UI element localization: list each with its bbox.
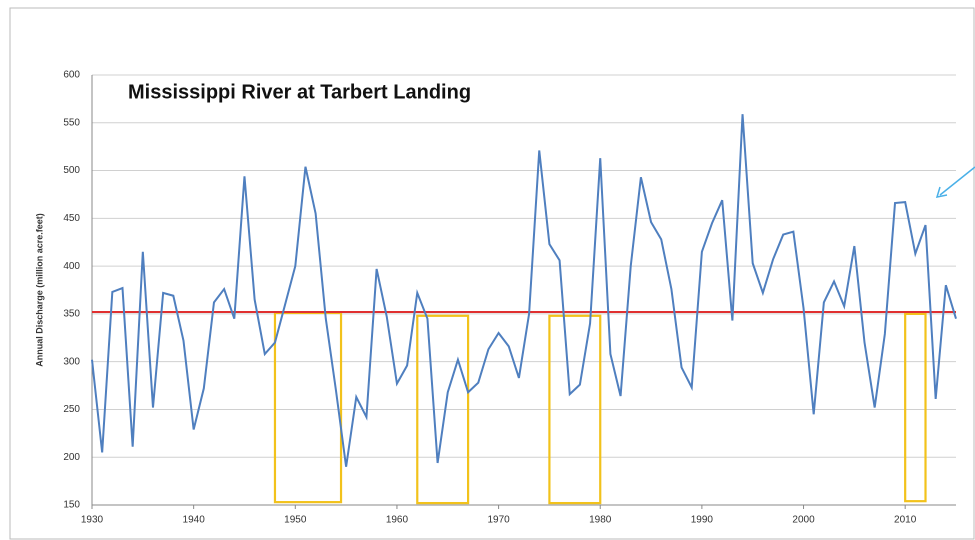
- x-tick-label: 2000: [792, 515, 815, 526]
- x-tick-label: 1990: [691, 515, 714, 526]
- y-tick-label: 300: [63, 356, 80, 367]
- y-tick-label: 200: [63, 452, 80, 463]
- y-tick-label: 150: [63, 500, 80, 511]
- y-axis-label: Annual Discharge (million acre.feet): [34, 213, 44, 367]
- x-tick-label: 1960: [386, 515, 409, 526]
- x-tick-label: 1950: [284, 515, 307, 526]
- data-line: [91, 114, 957, 467]
- x-tick-label: 1930: [81, 515, 104, 526]
- highlight-box: [416, 314, 470, 505]
- y-tick-label: 350: [63, 309, 80, 320]
- y-tick-label: 500: [63, 165, 80, 176]
- y-tick-label: 250: [63, 404, 80, 415]
- x-tick-label: 1970: [487, 515, 510, 526]
- highlight-box: [548, 314, 602, 505]
- highlight-box: [904, 312, 927, 503]
- y-tick-label: 600: [63, 70, 80, 81]
- y-tick-label: 450: [63, 213, 80, 224]
- y-tick-label: 400: [63, 261, 80, 272]
- x-tick-label: 1940: [183, 515, 206, 526]
- x-tick-label: 2010: [894, 515, 917, 526]
- x-tick-label: 1980: [589, 515, 612, 526]
- chart-title: Mississippi River at Tarbert Landing: [128, 81, 471, 103]
- frame: [9, 7, 975, 540]
- arrow: [935, 166, 975, 198]
- y-tick-label: 550: [63, 117, 80, 128]
